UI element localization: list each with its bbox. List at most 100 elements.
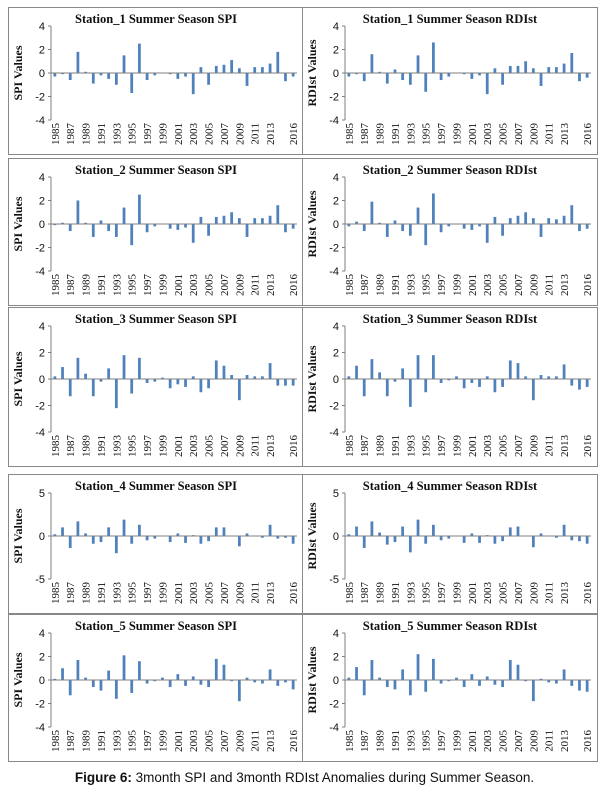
x-tick-label: 1989: [375, 435, 387, 458]
bar: [230, 375, 234, 379]
bar: [378, 372, 381, 380]
x-tick-label: 1999: [451, 274, 463, 297]
bar: [76, 660, 80, 680]
x-tick-label: 1999: [451, 582, 463, 605]
bar: [130, 224, 134, 246]
bar: [253, 376, 257, 379]
x-tick-label: 1993: [405, 123, 417, 146]
bar: [184, 680, 187, 686]
y-tick-label: 0: [39, 219, 45, 231]
y-tick-label: -4: [35, 115, 45, 127]
bar: [268, 524, 272, 536]
x-tick-label: 2003: [482, 435, 494, 458]
x-tick-label: 1991: [390, 274, 402, 296]
x-tick-label: 1987: [65, 582, 77, 605]
x-tick-label: 2005: [204, 435, 216, 458]
x-tick-label: 2009: [528, 730, 540, 753]
bar: [76, 357, 80, 379]
bar: [222, 664, 226, 680]
bar: [493, 536, 497, 544]
bar: [347, 534, 351, 536]
y-tick-label: 4: [333, 321, 339, 333]
x-tick-label: 2011: [544, 274, 556, 296]
bar: [439, 536, 443, 541]
x-tick-label: 1995: [127, 582, 139, 605]
y-axis-title: RDIst Values: [305, 502, 319, 569]
bar: [408, 680, 412, 696]
bar: [516, 215, 520, 224]
x-tick-label: 2007: [513, 582, 525, 605]
y-axis-title: SPI Values: [11, 351, 25, 406]
bar: [207, 224, 210, 236]
bar: [539, 375, 543, 379]
bar: [370, 54, 374, 73]
bar: [138, 194, 141, 225]
bar-chart: 4 2 0 -2 -4 SPI Values 1985 1987 1989 1991 1993 199…: [11, 21, 300, 146]
bar: [470, 224, 474, 230]
x-tick-label: 2007: [513, 123, 525, 146]
bar: [161, 377, 164, 379]
x-tick-label: 1987: [359, 274, 371, 297]
y-tick-label: 4: [39, 21, 45, 33]
bar: [531, 680, 535, 702]
bar: [268, 669, 272, 680]
bar: [362, 536, 366, 549]
chart-panel-station3-rdist: Station_3 Summer Season RDIst 4 2 0 -2 -4 RDI…: [302, 307, 598, 467]
y-axis-title: RDIst Values: [305, 39, 319, 106]
y-tick-label: 5: [39, 488, 45, 500]
bar: [385, 680, 389, 688]
bar: [145, 536, 149, 541]
bar: [99, 220, 103, 224]
bar: [462, 379, 466, 389]
bar: [214, 527, 218, 536]
x-tick-label: 2009: [528, 582, 540, 605]
bar: [68, 379, 72, 397]
bar: [462, 536, 466, 543]
chart-title: Station_4 Summer Season SPI: [75, 479, 237, 493]
bar-chart: 4 2 0 -2 -4 RDIst Values 1985 1987 1989 1991 1993 1…: [305, 321, 594, 458]
x-tick-label: 1987: [65, 123, 77, 146]
bar: [439, 224, 443, 233]
bar: [230, 212, 234, 224]
bar: [508, 218, 512, 225]
bar: [447, 224, 451, 227]
bar: [284, 379, 287, 386]
bar: [555, 536, 558, 538]
y-tick-label: 0: [333, 68, 339, 80]
bar: [145, 224, 149, 233]
bar: [276, 680, 280, 686]
y-tick-label: -4: [329, 115, 339, 127]
bar: [207, 680, 210, 688]
x-tick-label: 2003: [482, 274, 494, 297]
bar: [153, 224, 157, 227]
bar: [508, 660, 512, 680]
x-tick-label: 2001: [173, 435, 185, 457]
bar-chart: 4 2 0 -2 -4 RDIst Values 1985 1987 1989 1991 1993 1…: [305, 21, 594, 146]
bar: [524, 680, 528, 682]
x-tick-label: 1999: [157, 274, 169, 297]
x-tick-label: 2016: [288, 582, 300, 605]
x-tick-label: 1997: [436, 123, 448, 146]
y-tick-label: 2: [39, 348, 45, 360]
bar: [237, 379, 241, 401]
x-tick-label: 1991: [390, 582, 402, 604]
y-tick-label: 4: [333, 21, 339, 33]
bar: [424, 379, 428, 393]
x-tick-label: 1989: [81, 123, 93, 146]
bar: [191, 224, 195, 243]
x-tick-label: 1985: [344, 123, 356, 146]
x-tick-label: 2011: [250, 435, 262, 457]
x-tick-label: 1991: [96, 582, 108, 604]
x-tick-label: 2011: [544, 435, 556, 457]
bar-chart: 4 2 0 -2 -4 SPI Values 1985 1987 1989 1991 1993 199…: [11, 172, 300, 297]
chart-panel-station2-rdist: Station_2 Summer Season RDIst 4 2 0 -2 -4 RDI…: [302, 158, 598, 306]
bar: [261, 680, 264, 684]
y-tick-label: 2: [333, 652, 339, 664]
figure-caption: Figure 6: 3month SPI and 3month RDIst An…: [0, 770, 609, 785]
bar: [385, 379, 389, 397]
x-tick-label: 2003: [188, 274, 200, 297]
chart-panel-station2-spi: Station_2 Summer Season SPI 4 2 0 -2 -4 SPI V…: [8, 158, 304, 306]
bar: [424, 536, 428, 544]
bar: [84, 373, 87, 379]
x-tick-label: 2009: [528, 435, 540, 458]
